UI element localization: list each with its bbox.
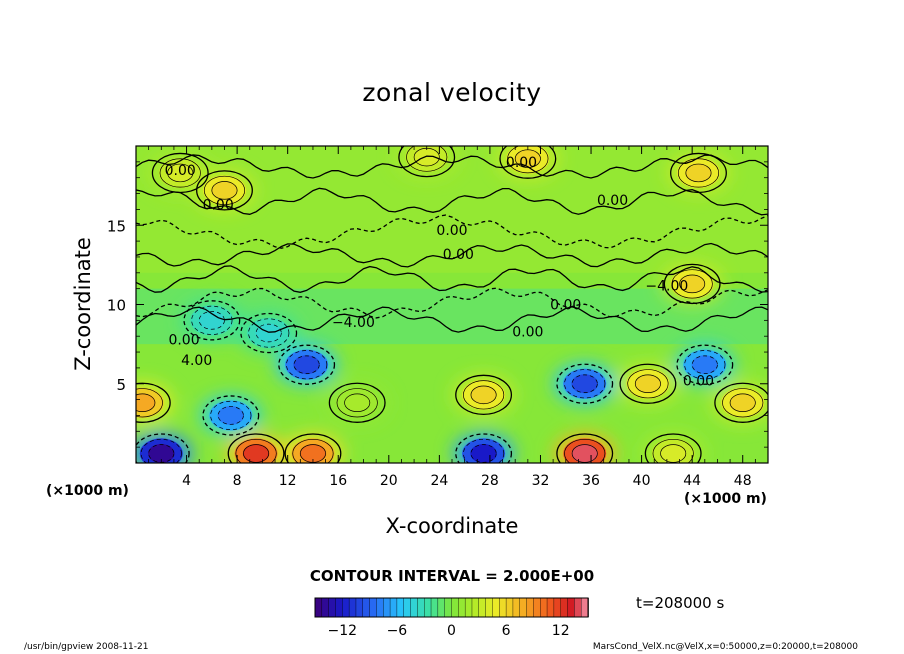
- colorbar-cell-11: [389, 597, 398, 618]
- x-axis-label: X-coordinate: [385, 514, 519, 538]
- y-axis-label: Z-coordinate: [71, 237, 95, 371]
- colorbar-cell-2: [328, 597, 337, 618]
- contour-label-8: −4.00: [332, 315, 375, 331]
- colorbar-cell-17: [430, 597, 439, 618]
- colorbar-cell-15: [417, 597, 426, 618]
- contour-label-10: 0.00: [168, 332, 199, 348]
- x-tick-label-32: 32: [532, 473, 550, 489]
- colorbar-cell-8: [369, 597, 378, 618]
- x-tick-label-48: 48: [734, 473, 752, 489]
- colorbar-cell-7: [362, 597, 371, 618]
- x-tick-label-16: 16: [329, 473, 347, 489]
- colorbar-cell-10: [383, 597, 391, 618]
- contour-label-1: 0.00: [203, 198, 234, 214]
- footer-left-label: /usr/bin/gpview 2008-11-21: [24, 642, 149, 652]
- colorbar-cell-39: [580, 597, 589, 618]
- x-tick-label-4: 4: [182, 473, 191, 489]
- colorbar-cell-31: [526, 597, 535, 618]
- colorbar-tick-4: 12: [552, 623, 570, 639]
- colorbar-cell-1: [321, 597, 330, 618]
- colorbar-cell-22: [464, 597, 473, 618]
- y-tick-label-5: 5: [116, 376, 126, 394]
- colorbar-cell-21: [458, 597, 466, 618]
- colorbar-cell-34: [546, 597, 555, 618]
- colorbar-cell-35: [553, 597, 562, 618]
- colorbar-cell-24: [478, 597, 487, 618]
- contour-label-5: 0.00: [443, 247, 474, 263]
- colorbar-cell-33: [540, 597, 548, 618]
- contour-label-11: 4.00: [181, 353, 212, 369]
- contour-label-6: −4.00: [645, 278, 688, 294]
- colorbar-cell-0: [314, 597, 323, 618]
- colorbar-cell-38: [574, 597, 582, 618]
- colorbar-cell-23: [471, 597, 480, 618]
- colorbar-cell-3: [335, 597, 344, 618]
- colorbar-cell-18: [437, 597, 446, 618]
- x-tick-label-20: 20: [380, 473, 398, 489]
- colorbar-cell-14: [410, 597, 419, 618]
- contour-lines: [136, 146, 768, 463]
- colorbar: −12 −6 0 6 12: [314, 597, 589, 639]
- colorbar-cell-6: [355, 597, 364, 618]
- colorbar-cell-20: [451, 597, 460, 618]
- x-tick-label-8: 8: [233, 473, 242, 489]
- time-label: t=208000 s: [636, 594, 725, 612]
- colorbar-tick-0: −12: [328, 623, 358, 639]
- colorbar-tick-2: 0: [447, 623, 456, 639]
- footer-right-label: MarsCond_VelX.nc@VelX,x=0:50000,z=0:2000…: [592, 642, 858, 652]
- colorbar-cell-36: [560, 597, 569, 618]
- x-tick-label-12: 12: [279, 473, 297, 489]
- x-tick-label-40: 40: [633, 473, 651, 489]
- x-tick-label-24: 24: [430, 473, 448, 489]
- colorbar-cell-25: [485, 597, 494, 618]
- colorbar-cell-13: [403, 597, 412, 618]
- colorbar-cell-12: [396, 597, 405, 618]
- colorbar-cell-9: [376, 597, 385, 618]
- contour-label-2: 0.00: [506, 155, 537, 171]
- contour-label-12: 0.00: [683, 374, 714, 390]
- colorbar-tick-1: −6: [387, 623, 408, 639]
- colorbar-cell-4: [342, 597, 350, 618]
- velocity-field: [136, 146, 768, 463]
- contour-label-9: 0.00: [512, 324, 543, 340]
- colorbar-tick-3: 6: [502, 623, 511, 639]
- y-tick-label-10: 10: [107, 297, 126, 315]
- colorbar-cell-16: [424, 597, 432, 618]
- y-tick-label-15: 15: [107, 217, 126, 235]
- contour-label-4: 0.00: [436, 223, 467, 239]
- x-tick-label-44: 44: [683, 473, 701, 489]
- contour-label-3: 0.00: [597, 193, 628, 209]
- colorbar-cell-26: [492, 597, 501, 618]
- x-unit-label-right: (×1000 m): [684, 491, 767, 507]
- x-unit-label-left: (×1000 m): [46, 483, 129, 499]
- x-tick-label-36: 36: [582, 473, 600, 489]
- colorbar-cell-30: [519, 597, 528, 618]
- x-tick-label-28: 28: [481, 473, 499, 489]
- colorbar-cell-28: [505, 597, 514, 618]
- colorbar-cell-5: [348, 597, 357, 618]
- contour-labels: 0.00 0.00 0.00 0.00 0.00 0.00 −4.00 0.00 −4.00 0.…: [165, 155, 714, 390]
- colorbar-cell-19: [444, 597, 453, 618]
- colorbar-cell-27: [499, 597, 507, 618]
- contour-label-0: 0.00: [165, 163, 196, 179]
- contour-interval-label: CONTOUR INTERVAL = 2.000E+00: [309, 567, 595, 585]
- chart-title: zonal velocity: [362, 78, 542, 107]
- contour-label-7: 0.00: [550, 298, 581, 314]
- colorbar-cell-37: [567, 597, 576, 618]
- colorbar-cell-29: [512, 597, 521, 618]
- colorbar-cell-32: [533, 597, 542, 618]
